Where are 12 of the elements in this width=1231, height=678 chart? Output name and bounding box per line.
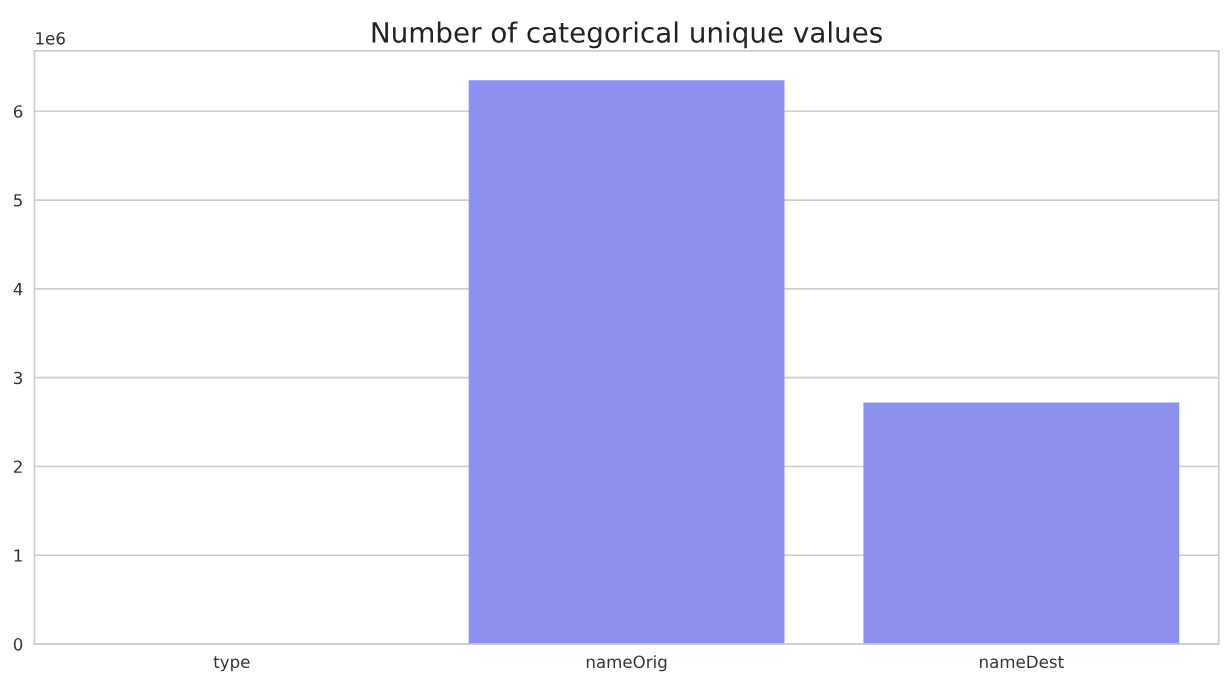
text: 1e6 xyxy=(36,32,65,45)
y-tick-label: 2 xyxy=(13,460,22,473)
y-tick-label: 0 xyxy=(13,638,23,651)
x-tick-label: nameOrig xyxy=(586,655,667,672)
y-tick-label: 1 xyxy=(14,549,22,562)
y-tick-label: 3 xyxy=(14,371,23,385)
y-tick-label: 6 xyxy=(13,105,23,118)
chart-title: Number of categorical unique values xyxy=(372,21,882,49)
x-tick-label: type xyxy=(213,656,250,672)
x-tick-label: nameDest xyxy=(980,655,1064,669)
y-tick-label: 4 xyxy=(13,283,23,296)
y-tick-label: 5 xyxy=(14,194,22,207)
